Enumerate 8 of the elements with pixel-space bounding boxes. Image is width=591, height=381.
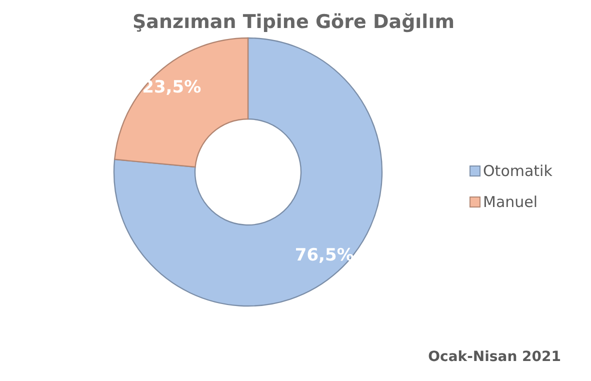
donut-slice <box>113 37 383 307</box>
data-label: 23,5% <box>142 78 202 98</box>
legend-label: Manuel <box>483 193 538 211</box>
legend-label: Otomatik <box>483 162 553 180</box>
chart-title: Şanzıman Tipine Göre Dağılım <box>132 11 455 33</box>
donut-slice <box>114 37 249 168</box>
text: Ocak-Nisan 2021 <box>428 349 561 365</box>
data-label: 76,5% <box>294 246 354 266</box>
